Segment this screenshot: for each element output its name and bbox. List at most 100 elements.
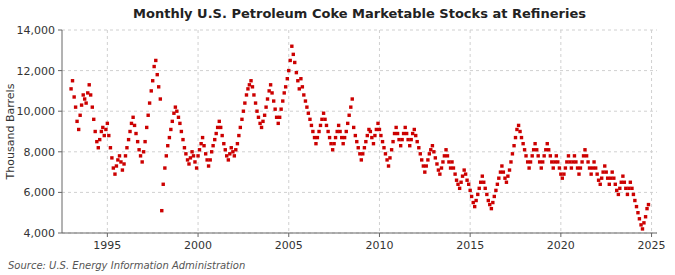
- point: [225, 154, 228, 157]
- point: [614, 183, 617, 186]
- x-tick-label: 2020: [547, 239, 575, 252]
- point: [346, 122, 349, 125]
- point: [384, 152, 387, 155]
- point: [456, 183, 459, 186]
- point: [347, 114, 350, 117]
- point: [284, 85, 287, 88]
- point: [406, 138, 409, 141]
- point: [121, 168, 124, 171]
- point: [390, 148, 393, 151]
- point: [591, 166, 594, 169]
- point: [112, 166, 115, 169]
- point: [137, 148, 140, 151]
- point: [629, 181, 632, 184]
- point: [93, 130, 96, 133]
- point: [325, 124, 328, 127]
- point: [609, 176, 612, 179]
- y-tick-label: 6,000: [24, 186, 56, 199]
- point: [512, 144, 515, 147]
- point: [84, 101, 87, 104]
- point: [148, 101, 151, 104]
- point: [458, 187, 461, 190]
- point: [586, 160, 589, 163]
- point: [118, 154, 121, 157]
- point: [549, 154, 552, 157]
- point: [620, 181, 623, 184]
- point: [402, 132, 405, 135]
- point: [151, 79, 154, 82]
- point: [576, 166, 579, 169]
- point: [540, 166, 543, 169]
- point: [555, 154, 558, 157]
- point: [269, 83, 272, 86]
- point: [307, 112, 310, 115]
- point: [103, 134, 106, 137]
- point: [115, 164, 118, 167]
- point: [409, 138, 412, 141]
- point: [434, 156, 437, 159]
- x-tick: [651, 233, 652, 237]
- grid: [62, 30, 657, 233]
- x-grid-line: [651, 30, 652, 233]
- point: [617, 193, 620, 196]
- point: [485, 193, 488, 196]
- point: [134, 132, 137, 135]
- point: [109, 146, 112, 149]
- axes: 4,0006,0008,00010,00012,00014,0001995200…: [17, 24, 666, 252]
- point: [644, 215, 647, 218]
- point: [556, 160, 559, 163]
- point: [511, 152, 514, 155]
- point: [91, 105, 94, 108]
- point: [550, 160, 553, 163]
- x-tick: [107, 233, 108, 237]
- point: [363, 146, 366, 149]
- point: [157, 85, 160, 88]
- point: [320, 118, 323, 121]
- point: [453, 172, 456, 175]
- point: [393, 132, 396, 135]
- x-tick: [198, 233, 199, 237]
- point: [175, 110, 178, 113]
- point: [249, 79, 252, 82]
- point: [316, 136, 319, 139]
- point: [441, 160, 444, 163]
- point: [332, 142, 335, 145]
- point: [523, 148, 526, 151]
- point: [509, 160, 512, 163]
- point: [599, 183, 602, 186]
- point: [440, 166, 443, 169]
- point: [287, 69, 290, 72]
- point: [388, 156, 391, 159]
- point: [304, 99, 307, 102]
- point: [89, 93, 92, 96]
- point: [331, 148, 334, 151]
- point: [558, 166, 561, 169]
- point: [246, 87, 249, 90]
- point: [532, 148, 535, 151]
- x-tick-label: 2000: [184, 239, 212, 252]
- point: [113, 172, 116, 175]
- chart: 4,0006,0008,00010,00012,00014,0001995200…: [0, 0, 675, 275]
- point: [373, 134, 376, 137]
- point: [209, 158, 212, 161]
- point: [588, 166, 591, 169]
- x-tick-label: 1995: [93, 239, 121, 252]
- point: [632, 193, 635, 196]
- point: [364, 140, 367, 143]
- x-tick-label: 2010: [365, 239, 393, 252]
- point: [77, 128, 80, 131]
- x-tick: [470, 233, 471, 237]
- point: [319, 124, 322, 127]
- point: [626, 193, 629, 196]
- point: [88, 83, 91, 86]
- point: [561, 176, 564, 179]
- point: [482, 181, 485, 184]
- point: [311, 130, 314, 133]
- point: [323, 118, 326, 121]
- point: [143, 140, 146, 143]
- x-grid-line: [107, 30, 108, 233]
- point: [199, 142, 202, 145]
- point: [618, 187, 621, 190]
- point: [600, 176, 603, 179]
- point: [270, 91, 273, 94]
